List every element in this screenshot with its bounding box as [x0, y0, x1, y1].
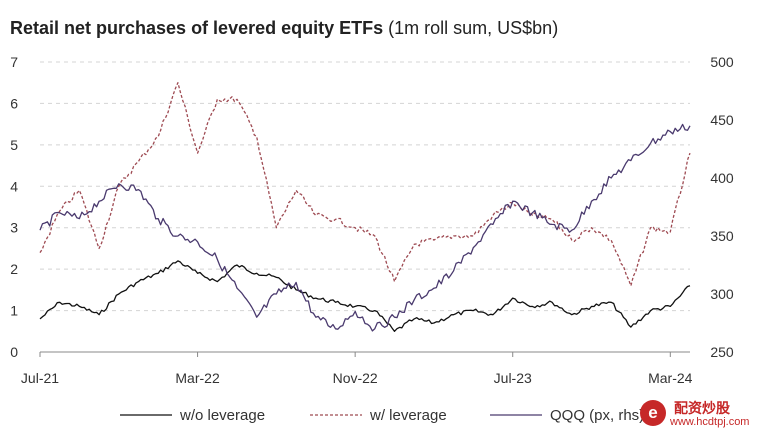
y-right-tick-label: 450 [710, 112, 734, 128]
y-left-tick-label: 4 [10, 178, 18, 194]
legend-label: w/o leverage [179, 407, 265, 424]
y-right-tick-label: 250 [710, 344, 734, 360]
y-left-tick-label: 0 [10, 344, 18, 360]
x-tick-label: Nov-22 [333, 370, 378, 386]
legend-label: QQQ (px, rhs) [550, 407, 644, 424]
chart-title-sub: (1m roll sum, US$bn) [388, 18, 559, 38]
series-line-w-leverage [39, 82, 691, 287]
series-line-w-o-leverage [39, 260, 691, 332]
y-right-tick-label: 300 [710, 286, 734, 302]
watermark-title: 配资炒股 [674, 400, 730, 416]
watermark-url: www.hcdtpj.com [670, 416, 750, 428]
y-left-tick-label: 3 [10, 220, 18, 236]
x-tick-label: Jul-21 [21, 370, 59, 386]
series-line-qqq-px-rhs [39, 123, 691, 332]
watermark: e 配资炒股 www.hcdtpj.com [640, 398, 758, 432]
y-left-tick-label: 1 [10, 303, 18, 319]
chart-title: Retail net purchases of levered equity E… [10, 18, 558, 39]
y-right-tick-label: 400 [710, 170, 734, 186]
y-left-tick-label: 7 [10, 54, 18, 70]
x-tick-label: Jul-23 [494, 370, 532, 386]
legend-label: w/ leverage [369, 407, 447, 424]
chart-title-main: Retail net purchases of levered equity E… [10, 18, 384, 38]
y-left-tick-label: 5 [10, 137, 18, 153]
x-tick-label: Mar-22 [175, 370, 220, 386]
y-left-tick-label: 2 [10, 261, 18, 277]
watermark-logo-icon: e [640, 400, 666, 426]
y-right-tick-label: 350 [710, 228, 734, 244]
x-tick-label: Mar-24 [648, 370, 693, 386]
y-right-tick-label: 500 [710, 54, 734, 70]
y-left-tick-label: 6 [10, 95, 18, 111]
